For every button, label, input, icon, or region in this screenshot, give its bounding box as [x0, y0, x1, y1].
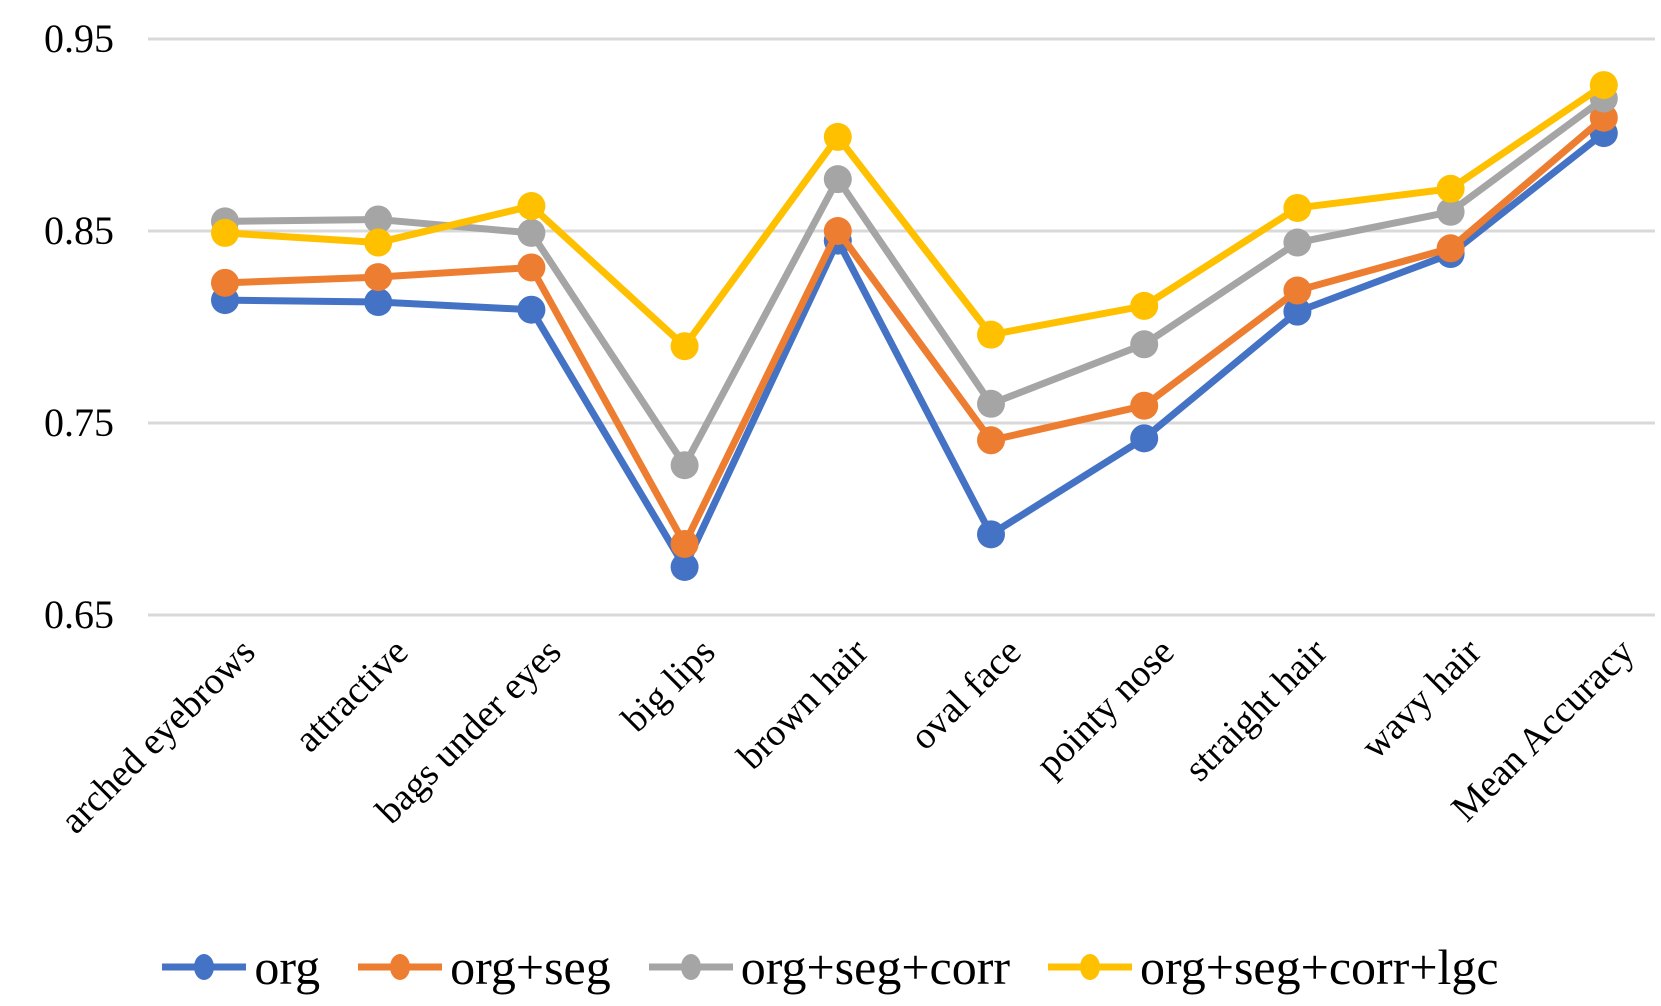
data-point-org-bags-under-eyes	[517, 295, 546, 324]
legend-item-label: org+seg+corr+lgc	[1140, 939, 1499, 995]
y-tick-label-0.95: 0.95	[44, 16, 114, 61]
data-point-org-seg-wavy-hair	[1436, 234, 1465, 263]
data-point-org-pointy-nose	[1130, 424, 1159, 453]
data-point-org-seg-corr-lgc-pointy-nose	[1130, 291, 1159, 320]
data-point-org-seg-bags-under-eyes	[517, 253, 546, 282]
legend-series-marker-icon	[1048, 954, 1133, 980]
series-line-org-seg	[221, 114, 1608, 548]
data-point-org-seg-pointy-nose	[1130, 391, 1159, 420]
data-point-org-seg-arched-eyebrows	[211, 268, 239, 297]
legend-series-marker-icon	[162, 954, 247, 980]
data-point-org-seg-corr-oval-face	[977, 389, 1005, 418]
data-point-org-seg-corr-lgc-wavy-hair	[1436, 174, 1465, 203]
y-tick-label-0.75: 0.75	[44, 400, 114, 445]
data-point-org-seg-corr-lgc-brown-hair	[823, 122, 852, 151]
legend-series-marker-icon	[648, 954, 733, 980]
data-point-org-seg-corr-lgc-bags-under-eyes	[517, 192, 546, 221]
data-point-org-seg-oval-face	[977, 426, 1005, 455]
data-point-org-seg-corr-straight-hair	[1283, 228, 1312, 257]
data-point-org-seg-corr-brown-hair	[823, 165, 852, 194]
series-line-org	[221, 129, 1608, 571]
legend-item-label: org+seg	[450, 939, 611, 995]
legend: org org+seg org+seg+corr org+seg+corr+lgc	[0, 932, 1661, 1002]
y-tick-label-0.85: 0.85	[44, 208, 114, 253]
legend-item-label: org+seg+corr	[740, 939, 1011, 995]
data-point-org-seg-corr-big-lips	[670, 451, 699, 480]
data-point-org-seg-corr-wavy-hair	[1436, 197, 1465, 226]
legend-item-org-seg-corr: org+seg+corr	[648, 937, 1011, 997]
data-point-org-attractive	[364, 288, 393, 317]
data-point-org-seg-brown-hair	[823, 217, 852, 245]
series-line-org-seg-corr	[221, 95, 1608, 469]
data-point-org-seg-attractive	[364, 263, 393, 292]
data-point-org-seg-corr-lgc-oval-face	[977, 320, 1005, 349]
data-point-org-big-lips	[670, 553, 699, 581]
data-point-org-seg-corr-attractive	[364, 205, 393, 234]
legend-item-org: org	[162, 937, 320, 997]
data-point-org-oval-face	[977, 520, 1005, 549]
series-line-org-seg-corr-lgc	[221, 81, 1608, 350]
data-point-org-seg-corr-lgc-attractive	[364, 228, 393, 257]
legend-item-org-seg-corr-lgc: org+seg+corr+lgc	[1048, 937, 1499, 997]
data-point-org-seg-corr-lgc-straight-hair	[1283, 193, 1312, 222]
data-point-org-seg-corr-lgc-arched-eyebrows	[211, 218, 239, 247]
y-tick-label-0.65: 0.65	[44, 592, 114, 637]
data-point-org-seg-corr-pointy-nose	[1130, 330, 1159, 359]
data-point-org-seg-corr-bags-under-eyes	[517, 218, 546, 247]
data-point-org-seg-corr-lgc-big-lips	[670, 332, 699, 361]
legend-item-label: org	[254, 939, 321, 995]
data-point-org-seg-mean-accuracy	[1589, 103, 1618, 132]
data-point-org-seg-big-lips	[670, 529, 699, 558]
data-point-org-straight-hair	[1283, 297, 1312, 326]
legend-series-marker-icon	[358, 954, 443, 980]
legend-item-org-seg: org+seg	[358, 937, 611, 997]
data-point-org-seg-corr-lgc-mean-accuracy	[1589, 71, 1618, 100]
data-point-org-seg-straight-hair	[1283, 276, 1312, 305]
